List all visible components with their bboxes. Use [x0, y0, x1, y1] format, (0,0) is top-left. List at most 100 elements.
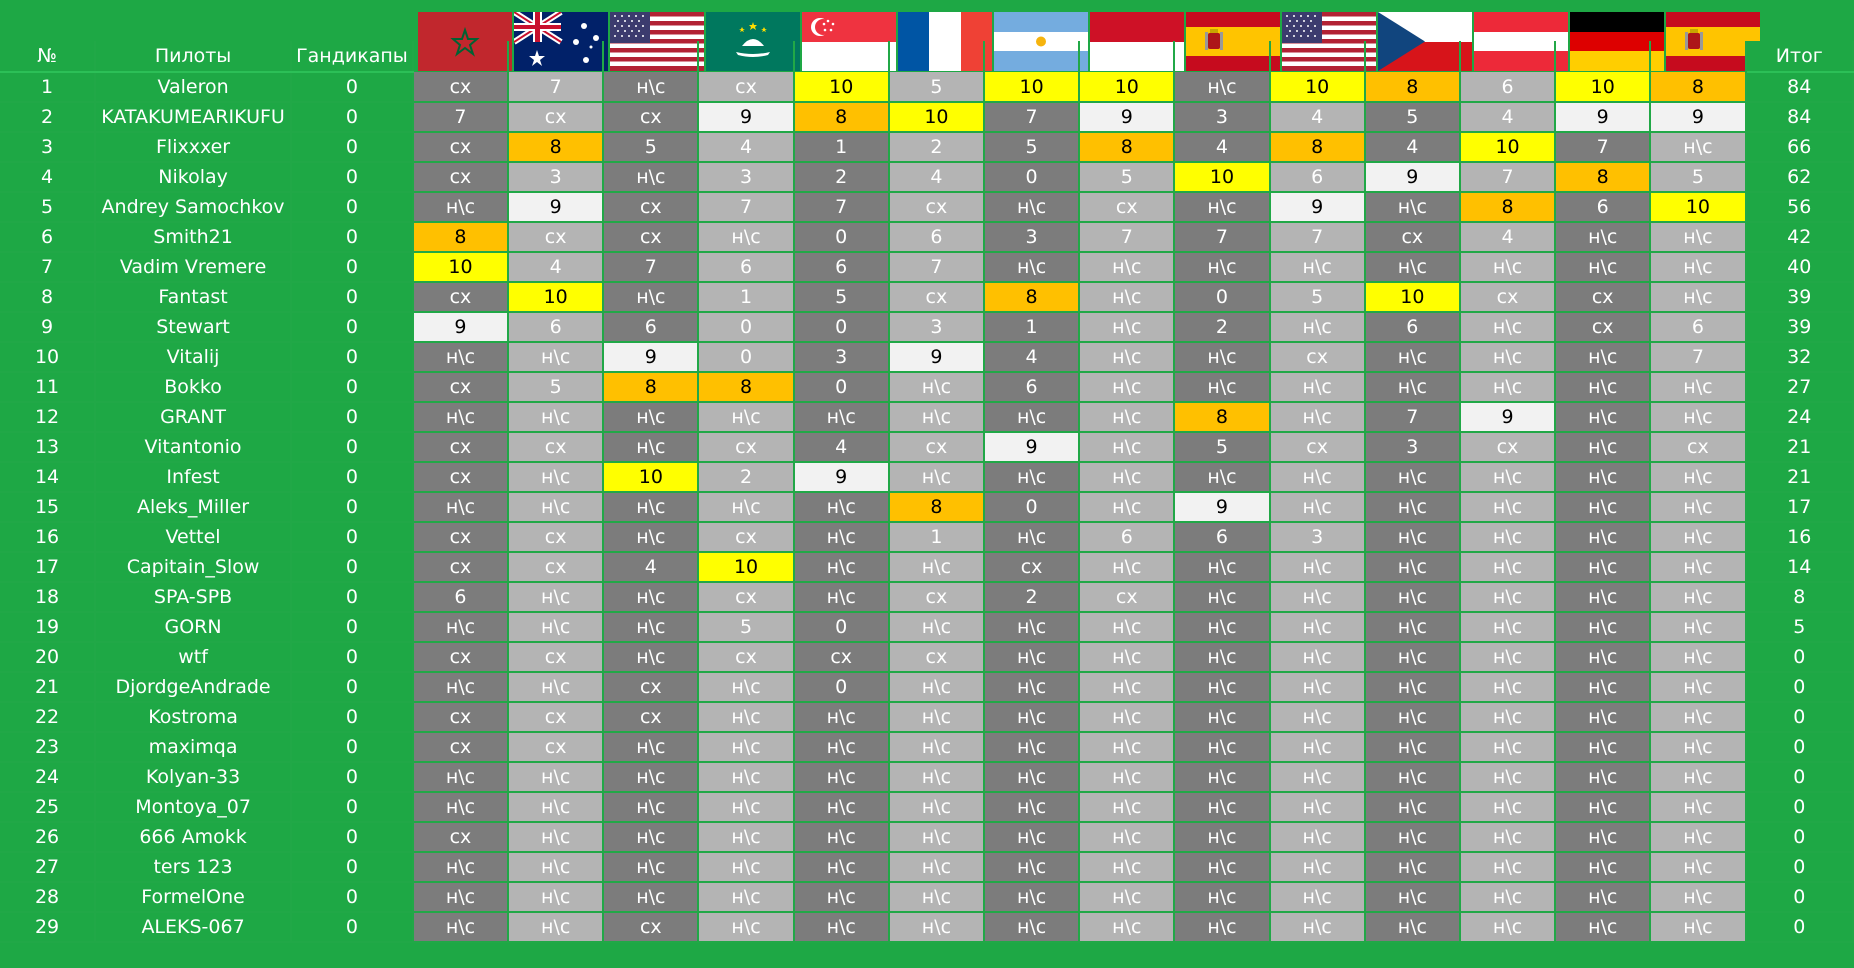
- race-result-cell: н\с: [508, 912, 605, 943]
- race-result-cell: сх: [1269, 432, 1366, 463]
- header-race-7: [984, 41, 1081, 72]
- race-result-cell: н\с: [1269, 762, 1366, 793]
- race-result-cell: 9: [888, 342, 986, 373]
- race-result-cell: н\с: [1650, 852, 1747, 883]
- race-result-cell: н\с: [1650, 612, 1747, 643]
- table-row: 3 Flixxxer 0 сх 8 5 4 1 2 5 8 4 8 4 10 7 н\с 66: [0, 132, 1854, 163]
- race-result-cell: 3: [888, 312, 986, 343]
- race-result-cell: н\с: [1079, 792, 1176, 823]
- race-result-cell: н\с: [1079, 252, 1176, 283]
- race-result-cell: 6: [984, 372, 1081, 403]
- race-result-cell: н\с: [1650, 252, 1747, 283]
- race-result-cell: н\с: [1364, 372, 1461, 403]
- table-row: 1 Valeron 0 сх 7 н\с сх 10 5 10 10 н\с 10 8 6 10 8 84: [0, 72, 1854, 103]
- race-result-cell: н\с: [1079, 432, 1176, 463]
- race-result-cell: 0: [793, 672, 890, 703]
- header-race-6: [888, 41, 986, 72]
- race-result-cell: 8: [1650, 72, 1747, 103]
- race-result-cell: н\с: [984, 882, 1081, 913]
- table-row: 2 KATAKUMEARIKUFU 0 7 сх сх 9 8 10 7 9 3 4 5 4 9 9 84: [0, 102, 1854, 133]
- race-result-cell: 5: [508, 372, 605, 403]
- race-result-cell: 2: [1174, 312, 1271, 343]
- race-result-cell: н\с: [1174, 822, 1271, 853]
- pilot-name: Vitalij: [95, 342, 292, 373]
- race-result-cell: н\с: [1079, 882, 1176, 913]
- race-result-cell: н\с: [1174, 252, 1271, 283]
- total-points: 62: [1745, 162, 1854, 193]
- race-result-cell: н\с: [1555, 432, 1652, 463]
- race-result-cell: н\с: [698, 732, 795, 763]
- race-result-cell: сх: [1364, 222, 1461, 253]
- race-result-cell: 5: [1650, 162, 1747, 193]
- race-result-cell: н\с: [508, 342, 605, 373]
- race-result-cell: н\с: [1269, 912, 1366, 943]
- table-row: 11 Bokko 0 сх 5 8 8 0 н\с 6 н\с н\с н\с н\с н\с н\с н\с 2…: [0, 372, 1854, 403]
- race-result-cell: 8: [412, 222, 510, 253]
- race-result-cell: н\с: [1555, 642, 1652, 673]
- race-result-cell: сх: [412, 432, 510, 463]
- pilot-name: Kostroma: [95, 702, 292, 733]
- race-result-cell: н\с: [1555, 912, 1652, 943]
- race-result-cell: н\с: [1650, 822, 1747, 853]
- race-result-cell: н\с: [698, 792, 795, 823]
- handicap-value: 0: [290, 492, 414, 523]
- handicap-value: 0: [290, 132, 414, 163]
- race-result-cell: 10: [1269, 72, 1366, 103]
- handicap-value: 0: [290, 162, 414, 193]
- total-points: 0: [1745, 912, 1854, 943]
- handicap-value: 0: [290, 762, 414, 793]
- race-result-cell: 7: [1650, 342, 1747, 373]
- race-result-cell: н\с: [603, 732, 700, 763]
- race-result-cell: 5: [1079, 162, 1176, 193]
- race-result-cell: 2: [793, 162, 890, 193]
- race-result-cell: сх: [888, 582, 986, 613]
- race-result-cell: сх: [888, 432, 986, 463]
- race-result-cell: н\с: [1364, 762, 1461, 793]
- race-result-cell: 6: [1364, 312, 1461, 343]
- race-result-cell: н\с: [1269, 792, 1366, 823]
- race-result-cell: 4: [984, 342, 1081, 373]
- race-result-cell: н\с: [1364, 852, 1461, 883]
- race-result-cell: сх: [698, 642, 795, 673]
- pilot-name: wtf: [95, 642, 292, 673]
- race-result-cell: сх: [1650, 432, 1747, 463]
- handicap-value: 0: [290, 702, 414, 733]
- handicap-value: 0: [290, 882, 414, 913]
- pilot-name: Smith21: [95, 222, 292, 253]
- race-result-cell: 6: [793, 252, 890, 283]
- race-result-cell: н\с: [1174, 702, 1271, 733]
- total-points: 0: [1745, 792, 1854, 823]
- row-number: 20: [0, 642, 97, 673]
- race-result-cell: 7: [1364, 402, 1461, 433]
- race-result-cell: н\с: [1650, 582, 1747, 613]
- race-result-cell: 8: [793, 102, 890, 133]
- pilot-name: maximqa: [95, 732, 292, 763]
- race-result-cell: н\с: [1555, 612, 1652, 643]
- race-result-cell: н\с: [1269, 402, 1366, 433]
- race-result-cell: н\с: [793, 732, 890, 763]
- race-result-cell: н\с: [603, 522, 700, 553]
- race-result-cell: 6: [888, 222, 986, 253]
- header-race-10: [1269, 41, 1366, 72]
- race-result-cell: н\с: [603, 282, 700, 313]
- pilot-name: 666 Amokk: [95, 822, 292, 853]
- pilot-name: Vadim Vremere: [95, 252, 292, 283]
- race-result-cell: н\с: [793, 792, 890, 823]
- race-result-cell: н\с: [1079, 402, 1176, 433]
- race-result-cell: н\с: [1174, 372, 1271, 403]
- race-result-cell: сх: [603, 102, 700, 133]
- table-row: 5 Andrey Samochkov 0 н\с 9 сх 7 7 сх н\с сх н\с 9 н\с…: [0, 192, 1854, 223]
- table-row: 16 Vettel 0 сх сх н\с сх н\с 1 н\с 6 6 3 н\с н\с н\с н\с…: [0, 522, 1854, 553]
- race-result-cell: н\с: [1555, 822, 1652, 853]
- table-row: 14 Infest 0 сх н\с 10 2 9 н\с н\с н\с н\с н\с н\с н\с н…: [0, 462, 1854, 493]
- race-result-cell: сх: [412, 462, 510, 493]
- race-result-cell: сх: [603, 702, 700, 733]
- race-result-cell: н\с: [1174, 342, 1271, 373]
- race-result-cell: н\с: [888, 672, 986, 703]
- race-result-cell: н\с: [1650, 222, 1747, 253]
- race-result-cell: н\с: [1555, 252, 1652, 283]
- race-result-cell: 9: [1364, 162, 1461, 193]
- handicap-value: 0: [290, 372, 414, 403]
- handicap-value: 0: [290, 792, 414, 823]
- race-result-cell: н\с: [1364, 552, 1461, 583]
